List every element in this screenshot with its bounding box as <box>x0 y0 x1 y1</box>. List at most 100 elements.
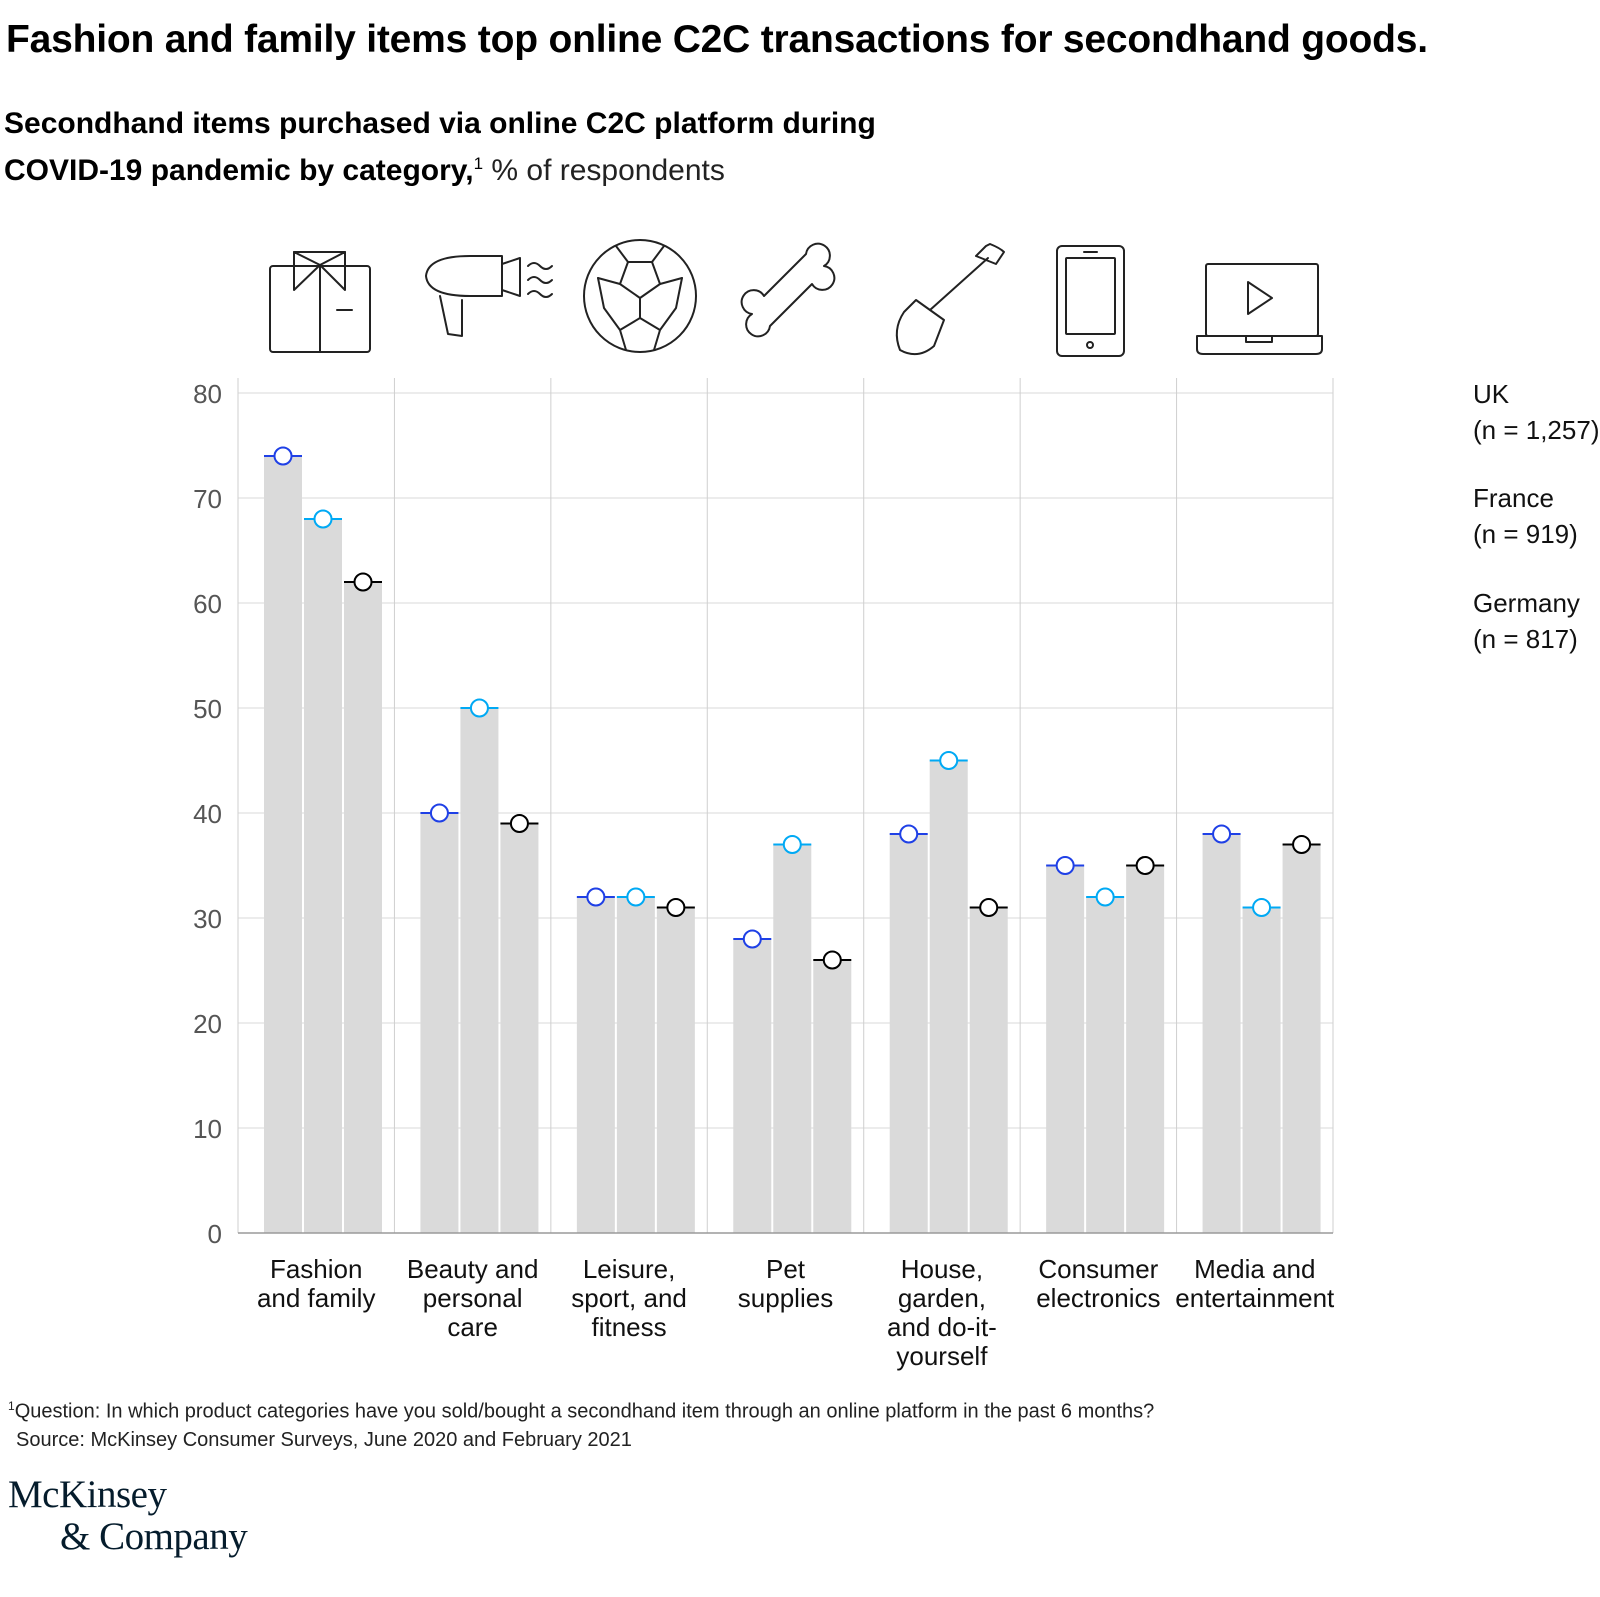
bar-france <box>304 519 342 1233</box>
marker-dot <box>429 803 449 823</box>
marker-dot <box>1135 856 1155 875</box>
smartphone-icon <box>1056 245 1125 357</box>
bar-france <box>616 897 655 1233</box>
category-label: Pet supplies <box>738 1254 833 1313</box>
shovel-icon <box>895 243 1005 356</box>
marker-dot <box>899 824 919 844</box>
bar-uk <box>733 939 772 1233</box>
marker-uk <box>576 887 615 907</box>
bar-france <box>929 760 968 1233</box>
y-tick-label: 60 <box>193 589 222 619</box>
bone-icon <box>740 242 836 338</box>
marker-germany <box>1282 835 1321 854</box>
y-tick-label: 70 <box>193 484 222 514</box>
marker-dot <box>1252 898 1272 917</box>
category-label: Leisure, sport, and fitness <box>571 1254 687 1342</box>
marker-germany <box>500 814 539 833</box>
marker-france <box>1242 898 1281 917</box>
footnote-source: Source: McKinsey Consumer Surveys, June … <box>16 1428 632 1451</box>
legend-n: (n = 817) <box>1473 624 1578 654</box>
shirt-icon <box>269 251 371 353</box>
y-tick-label: 50 <box>193 694 222 724</box>
y-tick-label: 20 <box>193 1009 222 1039</box>
bar-germany <box>344 582 382 1233</box>
legend-item-germany: Germany (n = 817) <box>1473 585 1580 657</box>
marker-france <box>304 509 342 529</box>
marker-uk <box>1202 824 1241 844</box>
bar-france <box>773 844 812 1233</box>
footnote-question: Question: In which product categories ha… <box>14 1400 1155 1423</box>
bar-uk <box>1202 834 1241 1233</box>
marker-dot <box>1095 887 1115 907</box>
marker-france <box>773 835 812 854</box>
marker-dot <box>353 572 373 592</box>
marker-dot <box>939 751 959 770</box>
bar-germany <box>969 907 1008 1233</box>
subtitle-footnote-marker: 1 <box>473 154 484 173</box>
legend-item-france: France (n = 919) <box>1473 480 1578 552</box>
laptop-video-icon <box>1196 263 1323 355</box>
marker-france <box>929 751 968 770</box>
marker-dot <box>742 929 762 949</box>
bar-france <box>460 708 499 1233</box>
y-tick-label: 30 <box>193 904 222 934</box>
subtitle-line-1: Secondhand items purchased via online C2… <box>4 107 876 140</box>
bar-germany <box>1126 865 1165 1233</box>
bar-uk <box>420 813 459 1233</box>
marker-uk <box>733 929 772 949</box>
marker-dot <box>1212 824 1232 844</box>
bar-france <box>1086 897 1125 1233</box>
marker-uk <box>1046 856 1085 875</box>
footnote: 1Question: In which product categories h… <box>8 1392 1154 1454</box>
legend-label: France <box>1473 483 1554 513</box>
legend-label: Germany <box>1473 588 1580 618</box>
marker-uk <box>264 446 302 466</box>
chart-subtitle: Secondhand items purchased via online C2… <box>4 104 876 191</box>
y-tick-label: 0 <box>208 1219 222 1249</box>
marker-uk <box>420 803 459 823</box>
hair-dryer-icon <box>425 255 553 337</box>
legend-n: (n = 919) <box>1473 519 1578 549</box>
bar-uk <box>576 897 615 1233</box>
marker-dot <box>782 835 802 854</box>
subtitle-unit: % of respondents <box>483 154 725 187</box>
soccer-ball-icon <box>583 239 697 353</box>
category-label: House, garden, and do-it-yourself <box>887 1254 997 1371</box>
logo-line-2: & Company <box>60 1515 248 1558</box>
marker-dot <box>313 509 333 529</box>
marker-dot <box>586 887 606 907</box>
bar-uk <box>264 456 302 1233</box>
chart-title: Fashion and family items top online C2C … <box>6 18 1428 61</box>
logo-line-1: McKinsey <box>8 1473 167 1516</box>
bar-france <box>1242 907 1281 1233</box>
marker-dot <box>1292 835 1312 854</box>
marker-france <box>460 698 499 718</box>
legend-item-uk: UK (n = 1,257) <box>1473 376 1599 448</box>
marker-france <box>616 887 655 907</box>
marker-dot <box>979 898 999 917</box>
marker-germany <box>969 898 1008 917</box>
marker-dot <box>666 898 686 917</box>
bar-germany <box>813 960 852 1233</box>
marker-germany <box>813 950 852 970</box>
bar-uk <box>889 834 928 1233</box>
marker-dot <box>1055 856 1075 875</box>
bar-germany <box>656 907 695 1233</box>
category-label: Fashion and family <box>257 1254 376 1313</box>
footnote-marker: 1 <box>8 1399 15 1413</box>
marker-germany <box>656 898 695 917</box>
marker-dot <box>822 950 842 970</box>
category-label: Media and entertainment <box>1175 1254 1335 1313</box>
marker-dot <box>626 887 646 907</box>
marker-germany <box>1126 856 1165 875</box>
marker-uk <box>889 824 928 844</box>
bar-germany <box>500 823 539 1233</box>
mckinsey-logo: McKinsey & Company <box>8 1473 248 1558</box>
y-tick-label: 40 <box>193 799 222 829</box>
y-tick-label: 10 <box>193 1114 222 1144</box>
subtitle-line-2: COVID-19 pandemic by category, <box>4 154 474 187</box>
marker-france <box>1086 887 1125 907</box>
bar-germany <box>1282 844 1321 1233</box>
marker-dot <box>273 446 293 466</box>
